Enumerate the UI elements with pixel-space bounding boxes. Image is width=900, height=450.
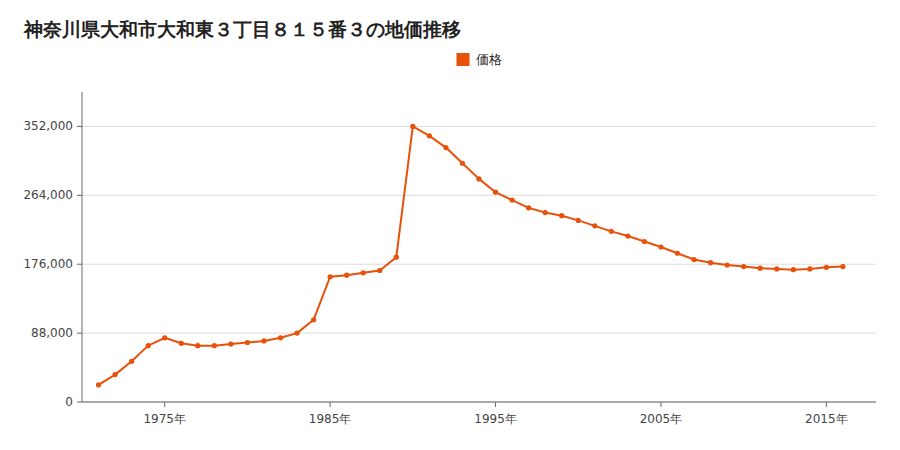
point — [328, 274, 333, 279]
point — [195, 343, 200, 348]
x-axis-line — [82, 402, 876, 403]
point — [708, 260, 713, 265]
point — [179, 341, 184, 346]
point — [609, 229, 614, 234]
point — [741, 264, 746, 269]
point — [493, 190, 498, 195]
point — [344, 273, 349, 278]
grid-line — [82, 333, 876, 334]
point — [146, 343, 151, 348]
point — [791, 267, 796, 272]
x-tick — [826, 402, 827, 407]
point — [658, 244, 663, 249]
x-tick-label: 1985年 — [309, 412, 352, 426]
point — [476, 176, 481, 181]
chart: 神奈川県大和市大和東３丁目８１５番３の地価推移 0 88,000 176,000 264… — [0, 0, 900, 450]
point — [443, 145, 448, 150]
page: {"chart_data": { "type": "line", "title"… — [0, 0, 900, 450]
legend-swatch — [457, 53, 470, 66]
point — [625, 233, 630, 238]
point — [559, 213, 564, 218]
point — [278, 335, 283, 340]
legend: 価格 — [457, 52, 502, 67]
point — [807, 266, 812, 271]
y-tick-label: 264,000 — [23, 188, 73, 202]
y-tick-label: 176,000 — [23, 257, 73, 271]
y-tick — [77, 126, 82, 127]
plot-data — [96, 124, 846, 388]
point — [311, 317, 316, 322]
legend-label: 価格 — [476, 52, 502, 67]
grid — [82, 126, 876, 402]
point — [261, 338, 266, 343]
point — [394, 255, 399, 260]
point — [228, 341, 233, 346]
y-tick — [77, 402, 82, 403]
point — [758, 266, 763, 271]
point — [96, 382, 101, 387]
x-tick — [164, 402, 165, 407]
point — [642, 239, 647, 244]
point — [509, 197, 514, 202]
x-tick-label: 2005年 — [640, 412, 683, 426]
point — [410, 124, 415, 129]
point — [840, 264, 845, 269]
title: 神奈川県大和市大和東３丁目８１５番３の地価推移 — [23, 18, 461, 40]
axes: 0 88,000 176,000 264,000 352,000 1975年 1985年 19… — [23, 92, 876, 426]
point — [162, 335, 167, 340]
y-tick-label: 352,000 — [23, 119, 73, 133]
y-tick — [77, 195, 82, 196]
y-tick-label: 88,000 — [31, 326, 73, 340]
point — [691, 257, 696, 262]
point — [427, 133, 432, 138]
point — [774, 266, 779, 271]
x-tick — [495, 402, 496, 407]
x-tick — [330, 402, 331, 407]
point — [245, 340, 250, 345]
x-tick-label: 1975年 — [143, 412, 186, 426]
point — [129, 359, 134, 364]
grid-line — [82, 264, 876, 265]
point — [576, 218, 581, 223]
line — [99, 126, 843, 384]
grid-line — [82, 402, 876, 403]
point — [543, 210, 548, 215]
point — [112, 372, 117, 377]
point — [377, 268, 382, 273]
point — [212, 343, 217, 348]
point — [592, 223, 597, 228]
point — [294, 331, 299, 336]
grid-line — [82, 195, 876, 196]
point — [675, 251, 680, 256]
point — [361, 270, 366, 275]
grid-line — [82, 126, 876, 127]
y-tick — [77, 264, 82, 265]
point — [725, 262, 730, 267]
y-tick-label: 0 — [65, 395, 73, 409]
x-tick-label: 2015年 — [805, 412, 848, 426]
y-tick — [77, 333, 82, 334]
x-tick-label: 1995年 — [474, 412, 517, 426]
y-axis-line — [82, 92, 83, 402]
x-tick — [660, 402, 661, 407]
point — [526, 205, 531, 210]
point — [460, 161, 465, 166]
point — [824, 265, 829, 270]
